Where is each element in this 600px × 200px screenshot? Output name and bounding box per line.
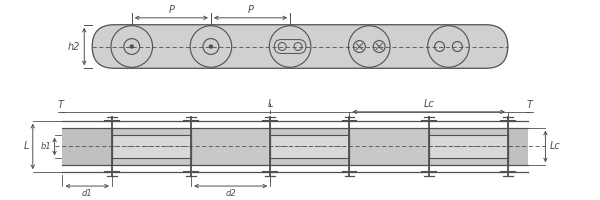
Text: Lc: Lc <box>550 141 560 151</box>
Bar <box>428 135 508 158</box>
Text: L: L <box>23 141 29 151</box>
Text: d1: d1 <box>82 189 92 198</box>
Text: Lc: Lc <box>423 99 434 109</box>
Text: L: L <box>268 99 273 109</box>
Circle shape <box>209 45 212 48</box>
Text: d2: d2 <box>226 189 236 198</box>
Bar <box>112 135 191 158</box>
Bar <box>271 135 349 158</box>
Bar <box>62 128 112 165</box>
Text: T: T <box>527 100 533 110</box>
Text: h2: h2 <box>68 42 80 52</box>
Text: T: T <box>58 100 64 110</box>
FancyBboxPatch shape <box>92 25 508 68</box>
Text: P: P <box>169 5 174 15</box>
Circle shape <box>130 45 133 48</box>
Bar <box>508 128 527 165</box>
Text: P: P <box>248 5 253 15</box>
Bar <box>62 128 527 165</box>
Text: b1: b1 <box>41 142 52 151</box>
